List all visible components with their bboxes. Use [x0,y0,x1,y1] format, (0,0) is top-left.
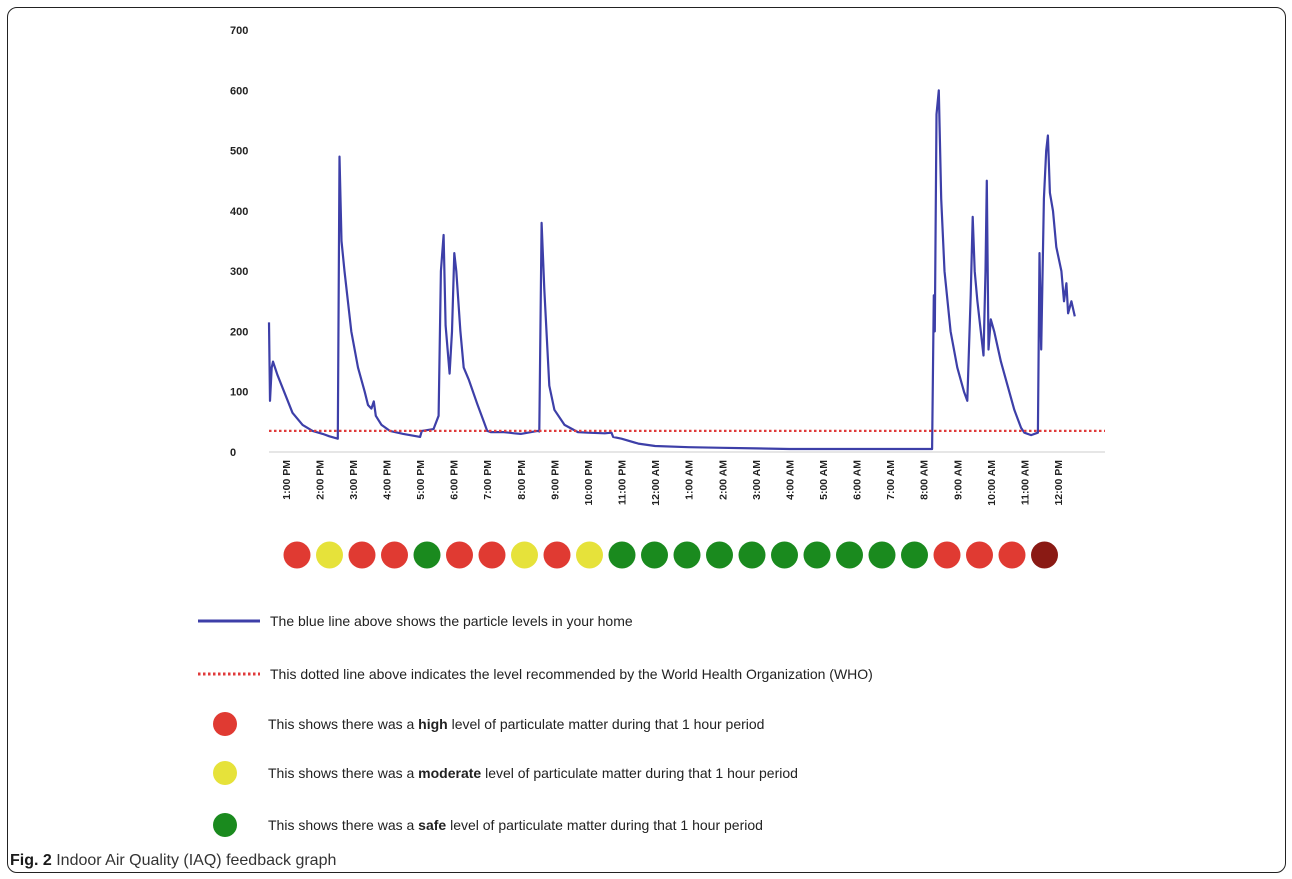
y-tick-label: 700 [230,25,248,37]
x-tick-label: 10:00 AM [986,460,998,506]
hourly-level-dot-safe [771,541,798,569]
series-group [267,89,1105,451]
hourly-level-dot-safe [608,541,636,569]
hourly-level-dot-high [283,541,311,569]
line-chart: 0 100 200 300 400 500 600 700 1:00 PM 2:00 PM 3:0… [230,25,1105,506]
legend-high-text: This shows there was a high level of par… [268,716,765,732]
hourly-level-dot-high [543,541,571,569]
hourly-level-dot-safe [673,541,701,569]
x-tick-label: 12:00 PM [1053,460,1065,506]
hourly-level-dot-moderate [316,541,343,569]
x-tick-label: 6:00 PM [449,460,461,500]
hourly-level-dot-safe [803,541,831,569]
hourly-level-dot-safe [836,541,863,569]
y-tick-label: 500 [230,146,248,158]
hourly-level-dot-high [446,541,473,569]
legend-safe-dot [213,813,237,837]
y-tick-label: 100 [230,387,248,399]
particle-level-line [267,89,1076,451]
x-tick-label: 1:00 AM [684,460,696,500]
legend-line-text: The blue line above shows the particle l… [270,613,633,629]
legend-high-dot [213,712,237,736]
legend-dotted-line-swatch [198,672,260,676]
legend-moderate-text: This shows there was a moderate level of… [268,765,798,781]
hourly-level-dot-safe [738,541,766,569]
x-tick-label: 12:00 AM [650,460,662,506]
y-tick-label: 600 [230,85,248,97]
x-tick-label: 4:00 AM [784,460,796,500]
x-tick-label: 9:00 AM [952,460,964,500]
x-axis: 1:00 PM 2:00 PM 3:00 PM 4:00 PM 5:00 PM 6:00 … [281,460,1065,506]
hourly-level-dot-moderate [576,541,603,569]
x-tick-label: 4:00 PM [382,460,394,500]
figure-caption: Fig. 2 Indoor Air Quality (IAQ) feedback… [10,852,337,869]
hourly-level-dot-high [348,541,376,569]
hourly-level-dot-high [933,541,961,569]
legend-moderate-dot [213,761,237,785]
hourly-level-dot-safe [413,541,441,569]
x-tick-label: 3:00 AM [751,460,763,500]
hourly-level-dot-safe [901,541,928,569]
y-tick-label: 0 [230,447,236,459]
hourly-level-dot-moderate [511,541,538,569]
legend-blue-line-swatch [198,619,260,623]
x-tick-label: 8:00 PM [516,460,528,500]
x-tick-label: 6:00 AM [852,460,864,500]
hourly-level-dots [283,541,1058,569]
hourly-level-dot-high [966,541,993,569]
x-tick-label: 5:00 PM [415,460,427,500]
hourly-level-dot-safe [706,541,733,569]
hourly-level-dot-high [998,541,1026,569]
x-tick-label: 2:00 PM [314,460,326,500]
x-tick-label: 8:00 AM [919,460,931,500]
hourly-level-dot-safe [641,541,668,569]
y-tick-label: 400 [230,206,248,218]
x-tick-label: 11:00 PM [617,460,629,505]
x-tick-label: 11:00 AM [1019,460,1031,505]
hourly-level-dot-very-high [1031,541,1058,569]
x-tick-label: 3:00 PM [348,460,360,500]
y-tick-label: 300 [230,266,248,278]
x-tick-label: 10:00 PM [583,460,595,506]
x-tick-label: 9:00 PM [549,460,561,500]
y-axis: 0 100 200 300 400 500 600 700 [230,25,1105,459]
x-tick-label: 7:00 PM [482,460,494,500]
legend-dotted-text: This dotted line above indicates the lev… [270,666,873,682]
legend-safe-text: This shows there was a safe level of par… [268,817,763,833]
hourly-level-dot-safe [868,541,896,569]
x-tick-label: 2:00 AM [717,460,729,500]
y-tick-label: 200 [230,326,248,338]
x-tick-label: 1:00 PM [281,460,293,500]
figure-frame [7,7,1286,873]
hourly-level-dot-high [478,541,506,569]
x-tick-label: 5:00 AM [818,460,830,500]
x-tick-label: 7:00 AM [885,460,897,500]
hourly-level-dot-high [381,541,408,569]
